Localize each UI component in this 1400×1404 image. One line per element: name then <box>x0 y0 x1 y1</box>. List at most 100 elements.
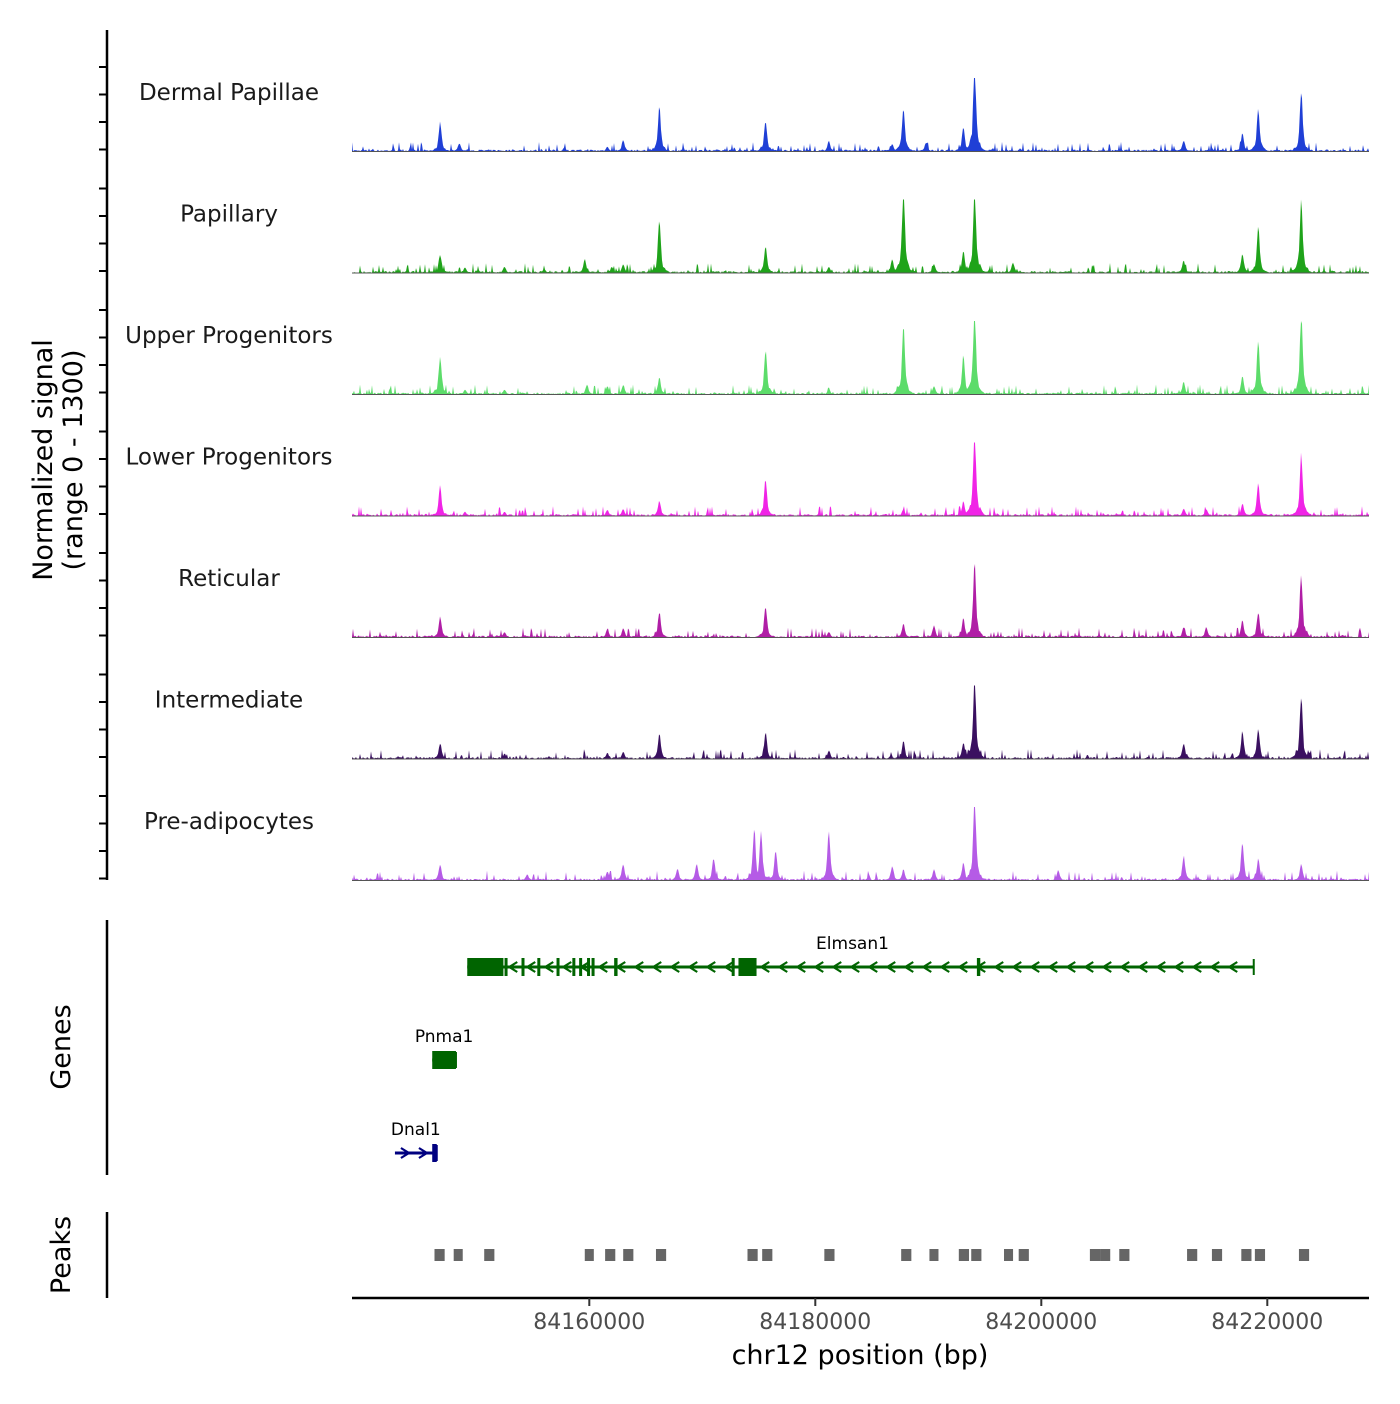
gene-dnal1: Dnal1 <box>391 1120 441 1162</box>
peak-region <box>1211 1249 1223 1261</box>
x-tick-label: 84180000 <box>759 1310 871 1335</box>
track-label: Papillary <box>180 202 278 228</box>
peak-region <box>901 1249 912 1261</box>
strand-chevron <box>849 961 860 973</box>
strand-chevron <box>525 961 536 973</box>
gene-exon <box>591 958 595 976</box>
x-ticks: 84160000 84180000 84200000 84220000 <box>533 1298 1323 1335</box>
strand-chevron <box>1047 961 1058 973</box>
track-label: Reticular <box>178 566 280 592</box>
gene-models: Elmsan1 Pnma1 Dnal1 <box>391 934 1255 1162</box>
x-tick-label: 84160000 <box>533 1310 645 1335</box>
peak-region <box>747 1249 758 1261</box>
strand-chevron <box>1065 961 1076 973</box>
strand-chevron <box>633 961 644 973</box>
strand-chevron <box>903 961 914 973</box>
strand-chevron <box>1173 961 1184 973</box>
peaks-y-label: Peaks <box>46 1216 77 1294</box>
gene-exon <box>432 1144 437 1162</box>
gene-exon <box>521 958 525 976</box>
strand-chevron <box>1227 961 1238 973</box>
peak-region <box>1254 1249 1266 1261</box>
track-label: Intermediate <box>155 688 303 714</box>
gene-exon <box>467 958 504 976</box>
strand-chevron <box>1191 961 1202 973</box>
strand-chevron <box>597 961 608 973</box>
peak-region <box>584 1249 594 1261</box>
strand-chevron <box>813 961 824 973</box>
coverage-panel: Normalized signal (range 0 - 1300) Derma… <box>28 30 1369 881</box>
track-label: Lower Progenitors <box>126 445 333 471</box>
coverage-y-label-line2: (range 0 - 1300) <box>58 350 89 571</box>
peak-region <box>824 1249 835 1261</box>
x-axis-label: chr12 position (bp) <box>732 1340 989 1371</box>
genes-y-label: Genes <box>46 1004 77 1089</box>
gene-label: Elmsan1 <box>816 934 889 954</box>
strand-chevron <box>687 961 698 973</box>
peak-region <box>958 1249 969 1261</box>
track-reticular: Reticular <box>178 564 1369 638</box>
peak-region <box>453 1249 463 1261</box>
gene-exon <box>504 958 508 976</box>
track-lower-progenitors: Lower Progenitors <box>126 442 1369 517</box>
strand-chevron <box>1137 961 1148 973</box>
gene-exon <box>738 958 757 976</box>
peak-region <box>971 1249 982 1261</box>
strand-chevron <box>705 961 716 973</box>
strand-chevron <box>1155 961 1166 973</box>
track-intermediate: Intermediate <box>155 685 1369 760</box>
gene-exon <box>731 958 735 976</box>
strand-chevron <box>723 961 734 973</box>
track-papillary: Papillary <box>180 199 1369 274</box>
peak-region <box>1298 1249 1310 1261</box>
peak-region <box>1018 1249 1029 1261</box>
track-label: Dermal Papillae <box>139 80 319 106</box>
coverage-y-ticks <box>99 66 107 880</box>
gene-exon <box>556 958 560 976</box>
gene-exon <box>579 958 583 976</box>
strand-chevron <box>993 961 1004 973</box>
strand-chevron <box>1083 961 1094 973</box>
gene-exon <box>614 958 618 976</box>
x-tick-label: 84220000 <box>1211 1310 1323 1335</box>
strand-chevron <box>885 961 896 973</box>
gene-label: Pnma1 <box>415 1027 474 1047</box>
strand-chevron <box>543 961 554 973</box>
strand-chevron <box>759 961 770 973</box>
strand-chevron <box>418 1147 430 1159</box>
track-label: Pre-adipocytes <box>144 809 314 835</box>
peak-regions <box>434 1249 1310 1261</box>
peak-region <box>655 1249 667 1261</box>
peaks-panel: Peaks <box>46 1212 1310 1298</box>
strand-chevron <box>669 961 680 973</box>
strand-chevron <box>1011 961 1022 973</box>
strand-chevron <box>507 961 518 973</box>
track-upper-progenitors: Upper Progenitors <box>125 321 1369 395</box>
peak-region <box>1241 1249 1252 1261</box>
peak-region <box>1187 1249 1198 1261</box>
peak-region <box>1089 1249 1101 1261</box>
track-dermal-papillae: Dermal Papillae <box>139 78 1369 152</box>
strand-chevron <box>400 1147 412 1159</box>
strand-chevron <box>1101 961 1112 973</box>
peak-region <box>1100 1249 1111 1261</box>
gene-exon <box>587 958 591 976</box>
gene-exon <box>572 958 576 976</box>
peak-region <box>623 1249 634 1261</box>
coverage-tracks: Dermal Papillae Papillary Upper Progenitor… <box>125 78 1369 881</box>
track-label: Upper Progenitors <box>125 323 333 349</box>
strand-chevron <box>777 961 788 973</box>
strand-chevron <box>1119 961 1130 973</box>
strand-chevron <box>1209 961 1220 973</box>
peak-region <box>762 1249 773 1261</box>
gene-label: Dnal1 <box>391 1120 441 1140</box>
peak-region <box>605 1249 616 1261</box>
x-tick-label: 84200000 <box>985 1310 1097 1335</box>
gene-exon <box>976 958 981 976</box>
strand-chevron <box>867 961 878 973</box>
peak-region <box>1004 1249 1014 1261</box>
peak-region <box>929 1249 939 1261</box>
strand-chevron <box>561 961 572 973</box>
